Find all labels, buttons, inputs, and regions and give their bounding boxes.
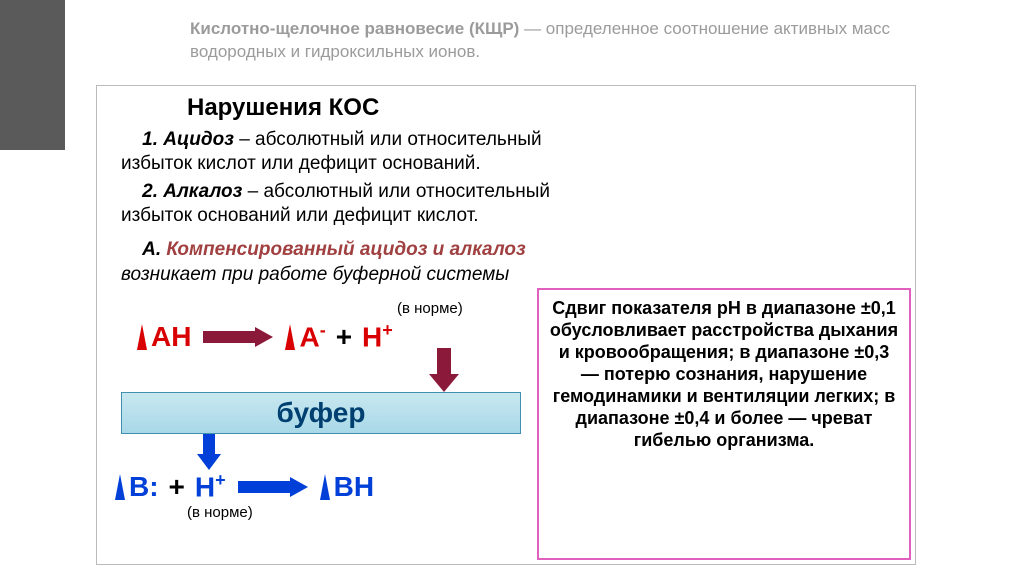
up-arrow-icon: [285, 324, 295, 350]
up-arrow-icon: [137, 324, 147, 350]
chem-b-colon: В:: [129, 471, 159, 503]
up-arrow-icon: [115, 474, 125, 500]
alkalosis-entry: 2. Алкалоз – абсолютный или относительны…: [121, 180, 591, 228]
sub-a-label: А.: [142, 239, 161, 260]
sub-a-emph: Компенсированный ацидоз и алкалоз: [166, 239, 525, 260]
acidosis-term: Ацидоз: [163, 129, 234, 150]
buffer-box: буфер: [121, 392, 521, 434]
right-arrow-icon: [238, 481, 308, 493]
plus-sign: +: [336, 321, 352, 353]
down-arrow-small-icon: [197, 434, 221, 470]
norm-label-top: (в норме): [397, 300, 463, 317]
chem-h-plus-blue: Н+: [195, 470, 226, 503]
chem-ah: АН: [151, 321, 191, 353]
sub-a-rest: возникает при работе буферной системы: [121, 264, 509, 285]
equation-bottom: В: + Н+ ВН: [115, 470, 374, 503]
norm-label-bottom: (в норме): [187, 504, 253, 521]
alkalosis-term: Алкалоз: [163, 181, 242, 202]
heading: Нарушения КОС: [187, 94, 379, 122]
up-arrow-icon: [320, 474, 330, 500]
plus-sign: +: [169, 471, 185, 503]
sub-a-block: А. Компенсированный ацидоз и алкалоз воз…: [121, 238, 591, 287]
alkalosis-num: 2.: [142, 181, 158, 202]
intro-paragraph: Кислотно-щелочное равновесие (КЩР) — опр…: [190, 18, 920, 64]
equation-top: АН А- + Н+: [137, 320, 393, 353]
chem-h-plus: Н+: [362, 320, 393, 353]
down-arrow-big-icon: [429, 348, 459, 392]
chem-a-minus: А-: [299, 320, 325, 353]
top-accent-bar: [0, 0, 65, 150]
chem-bh: ВН: [334, 471, 374, 503]
acidosis-num: 1.: [142, 129, 158, 150]
main-card: Нарушения КОС 1. Ацидоз – абсолютный или…: [96, 85, 916, 565]
intro-bold: Кислотно-щелочное равновесие (КЩР): [190, 19, 519, 38]
buffer-label: буфер: [277, 397, 366, 429]
acidosis-entry: 1. Ацидоз – абсолютный или относительный…: [121, 128, 591, 176]
right-arrow-icon: [203, 331, 273, 343]
side-info-box: Сдвиг показателя pH в диапазоне ±0,1 обу…: [537, 288, 911, 560]
